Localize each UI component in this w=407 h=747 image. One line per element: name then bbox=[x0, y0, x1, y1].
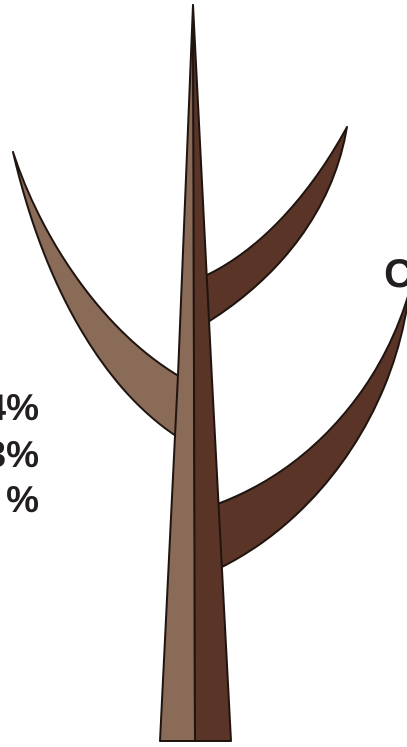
tree-upper-right-branch bbox=[205, 127, 347, 322]
tree-lower-right-branch bbox=[215, 293, 407, 570]
tree-trunk-dark bbox=[193, 5, 231, 741]
tree-left-branch bbox=[13, 152, 182, 438]
